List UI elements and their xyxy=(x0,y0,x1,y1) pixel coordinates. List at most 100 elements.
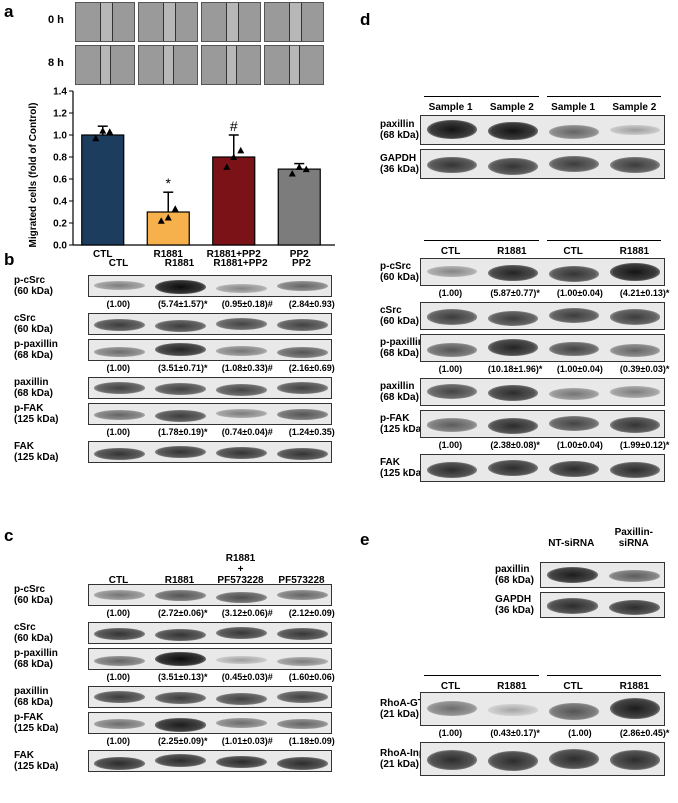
wound-edge xyxy=(175,3,176,41)
quant-row: (1.00) (2.25±0.09)* (1.01±0.03)# (1.18±0.09… xyxy=(106,736,335,746)
quant-row: (1.00) (2.38±0.08)* (1.00±0.04) (1.99±0.12)… xyxy=(438,440,670,450)
band xyxy=(216,446,267,460)
band xyxy=(426,384,477,400)
band xyxy=(487,418,538,435)
blot-image xyxy=(88,584,332,606)
band xyxy=(277,627,328,641)
blot-label: p-FAK (125 kDa) xyxy=(380,413,425,435)
blot-label: paxillin (68 kDa) xyxy=(14,686,53,708)
band xyxy=(277,718,328,730)
band xyxy=(277,280,328,291)
blot-image xyxy=(420,115,665,145)
band xyxy=(549,388,600,401)
band xyxy=(610,156,661,174)
band xyxy=(549,748,600,769)
band xyxy=(610,262,661,281)
blot-image xyxy=(88,648,332,670)
column-label: Sample 2 xyxy=(612,102,657,113)
micrograph-0h xyxy=(201,2,261,42)
chart-point xyxy=(99,127,107,134)
band xyxy=(426,701,477,717)
blot-image xyxy=(88,750,332,772)
band xyxy=(487,339,538,357)
column-label: CTL xyxy=(108,258,129,269)
blot-label: FAK (125 kDa) xyxy=(14,441,59,463)
band xyxy=(609,569,661,583)
chart-point xyxy=(223,163,231,170)
quant-row: (1.00) (0.43±0.17)* (1.00) (2.86±0.45)* xyxy=(438,728,670,738)
blot-image xyxy=(88,403,332,425)
band xyxy=(549,416,600,432)
column-label: R1881+PP2 xyxy=(213,258,268,269)
blot-image xyxy=(540,562,665,588)
band xyxy=(426,309,477,325)
band xyxy=(549,341,600,357)
band xyxy=(155,691,206,705)
band xyxy=(277,656,328,666)
band xyxy=(549,155,600,173)
band xyxy=(609,599,661,615)
band xyxy=(487,264,538,282)
band xyxy=(216,591,267,603)
column-label: CTL xyxy=(440,681,461,692)
blot-image xyxy=(420,742,665,776)
blot-image xyxy=(420,692,665,726)
blot-label: FAK (125 kDa) xyxy=(380,457,425,479)
blot-image xyxy=(88,313,332,335)
band xyxy=(94,590,145,600)
band xyxy=(426,120,477,140)
chart-ylabel: Migrated cells (fold of Control) xyxy=(28,103,39,248)
column-label: Sample 1 xyxy=(551,102,596,113)
band xyxy=(216,626,267,639)
wound-gap xyxy=(163,46,173,84)
blot-image xyxy=(88,339,332,361)
column-label: NT-siRNA xyxy=(548,538,595,549)
blot-label: paxillin (68 kDa) xyxy=(14,377,53,399)
band xyxy=(94,656,145,667)
band xyxy=(94,756,145,770)
band xyxy=(487,310,538,326)
wound-edge xyxy=(236,46,237,84)
band xyxy=(610,124,661,136)
wound-edge xyxy=(100,3,101,41)
group-bracket xyxy=(424,96,539,97)
blot-label: paxillin (68 kDa) xyxy=(380,119,419,141)
band xyxy=(426,156,477,174)
quant-row: (1.00) (10.18±1.96)* (1.00±0.04) (0.39±0.03… xyxy=(438,364,670,374)
chart-point xyxy=(171,205,179,212)
micrograph-8h xyxy=(75,45,135,85)
wound-edge xyxy=(238,3,239,41)
chart-y-tick-label: 0.2 xyxy=(53,219,67,230)
group-bracket xyxy=(546,96,661,97)
blot-image xyxy=(420,410,665,438)
band xyxy=(155,383,206,395)
band xyxy=(610,417,661,433)
wound-edge xyxy=(289,3,290,41)
band xyxy=(94,347,145,358)
chart-point xyxy=(230,153,238,160)
quant-row: (1.00) (3.51±0.71)* (1.08±0.33)# (2.16±0.69… xyxy=(106,363,335,373)
wound-gap xyxy=(289,3,301,41)
column-label: Paxillin-siRNA xyxy=(614,527,653,549)
column-label: R1881 xyxy=(619,681,650,692)
chart-y-tick-label: 0.4 xyxy=(53,197,67,208)
band xyxy=(610,343,661,357)
chart-point xyxy=(106,128,114,135)
blot-label: cSrc (60 kDa) xyxy=(14,313,53,335)
column-label: R1881 xyxy=(497,681,527,692)
group-bracket xyxy=(424,675,539,676)
band xyxy=(546,566,598,583)
wound-gap xyxy=(163,3,175,41)
blot-label: cSrc (60 kDa) xyxy=(380,305,419,327)
time-label-0h: 0 h xyxy=(48,14,64,26)
column-label: CTL xyxy=(563,681,583,692)
band xyxy=(155,343,206,357)
band xyxy=(426,750,477,770)
micrograph-8h xyxy=(138,45,198,85)
chart-bar xyxy=(212,156,256,246)
wound-edge xyxy=(163,46,164,84)
band xyxy=(94,281,145,291)
chart-significance-mark: * xyxy=(166,175,172,191)
band xyxy=(277,409,328,421)
panel-a-label: a xyxy=(4,2,14,21)
